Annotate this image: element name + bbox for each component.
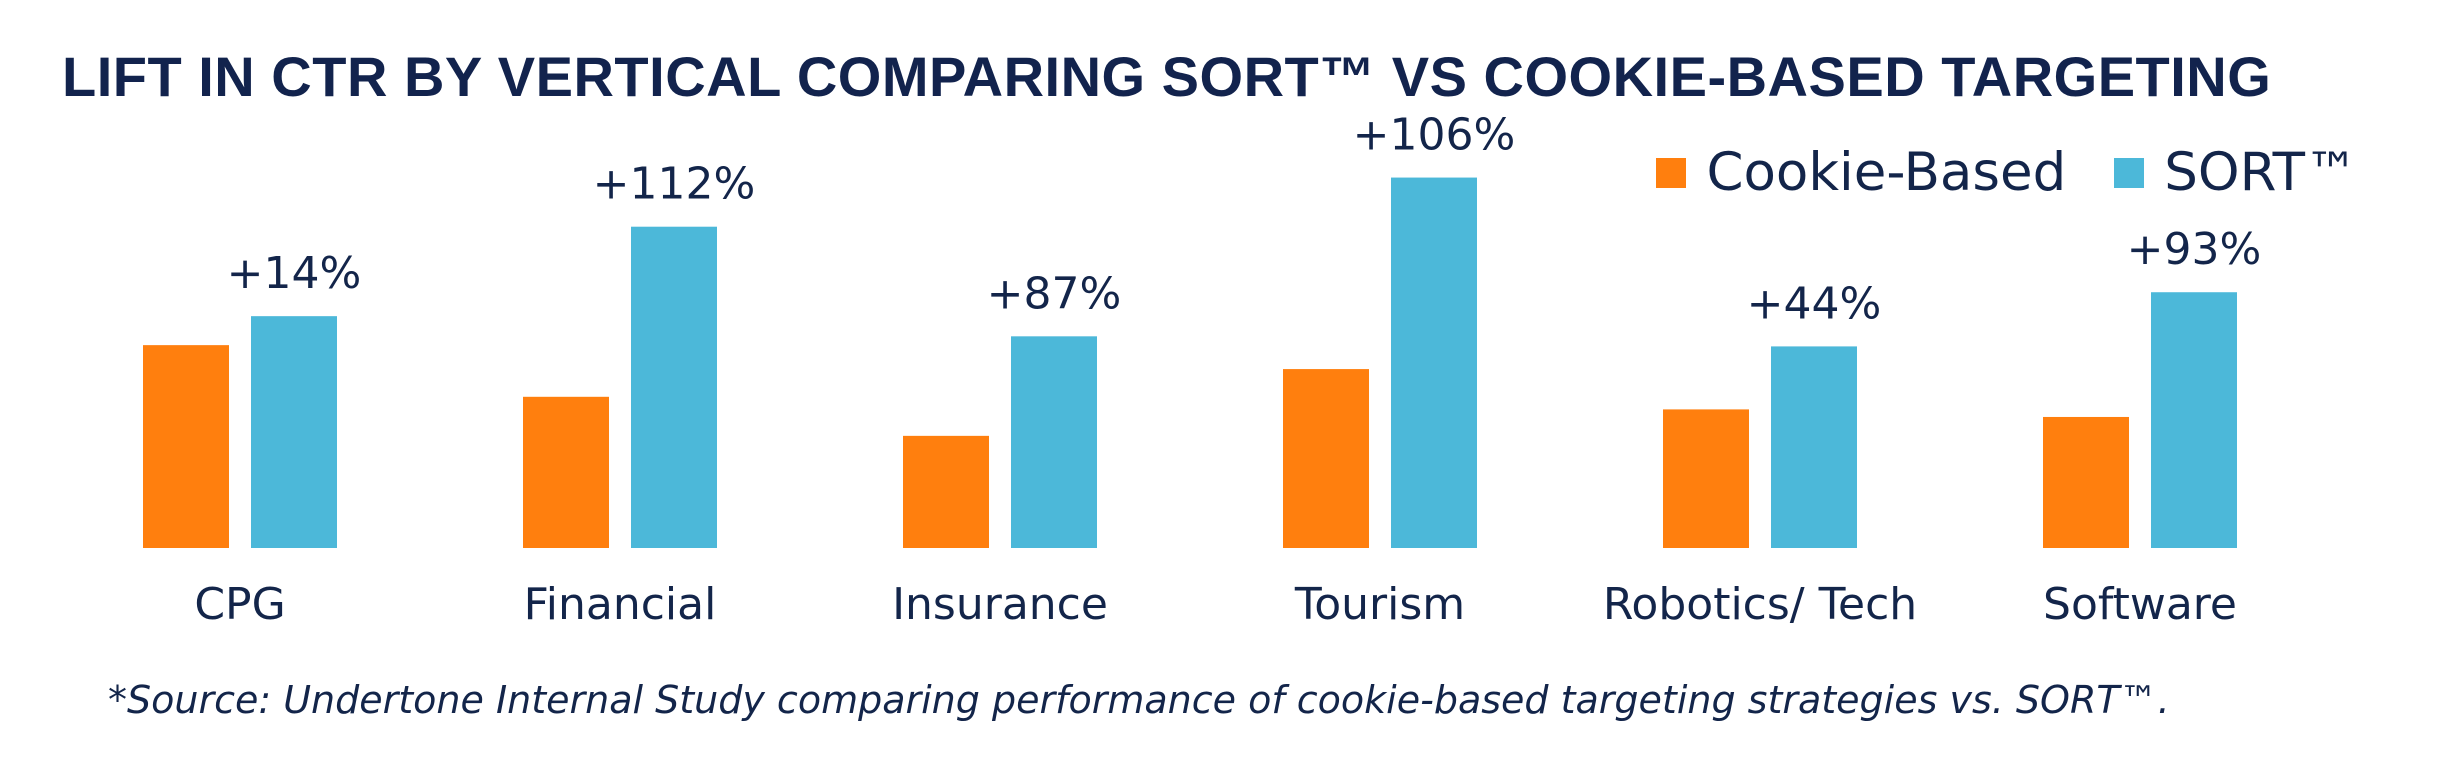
lift-label-software: +93% bbox=[2127, 224, 2262, 275]
category-label-robotics-tech: Robotics/ Tech bbox=[1603, 579, 1917, 630]
bar-sort-financial bbox=[631, 226, 717, 548]
category-label-cpg: CPG bbox=[194, 579, 285, 630]
category-label-software: Software bbox=[2043, 579, 2237, 630]
legend-label-cookie-based: Cookie-Based bbox=[1706, 142, 2067, 203]
bar-sort-cpg bbox=[251, 316, 337, 548]
bar-sort-insurance bbox=[1011, 336, 1097, 548]
lift-label-financial: +112% bbox=[593, 159, 756, 210]
chart-title: LIFT IN CTR BY VERTICAL COMPARING SORT™ … bbox=[62, 45, 2272, 108]
bar-sort-robotics-tech bbox=[1771, 346, 1857, 548]
bar-cookie-based-tourism bbox=[1283, 369, 1369, 548]
bar-cookie-based-insurance bbox=[903, 435, 989, 548]
legend-label-sort: SORT™ bbox=[2164, 142, 2358, 203]
bar-sort-tourism bbox=[1391, 177, 1477, 548]
legend-swatch-cookie-based bbox=[1656, 157, 1687, 188]
bar-cookie-based-software bbox=[2043, 416, 2129, 548]
bar-cookie-based-financial bbox=[523, 396, 609, 548]
lift-label-robotics-tech: +44% bbox=[1747, 278, 1882, 329]
legend-swatch-sort bbox=[2114, 157, 2145, 188]
lift-label-tourism: +106% bbox=[1353, 110, 1516, 161]
legend: Cookie-Based SORT™ bbox=[1656, 142, 2358, 203]
category-label-insurance: Insurance bbox=[892, 579, 1108, 630]
bar-sort-software bbox=[2151, 292, 2237, 548]
legend-item-sort: SORT™ bbox=[2114, 142, 2358, 203]
bar-cookie-based-robotics-tech bbox=[1663, 409, 1749, 548]
source-footnote: *Source: Undertone Internal Study compar… bbox=[108, 678, 2170, 722]
category-label-tourism: Tourism bbox=[1294, 579, 1465, 630]
lift-label-insurance: +87% bbox=[987, 268, 1122, 319]
category-label-financial: Financial bbox=[524, 579, 717, 630]
lift-label-cpg: +14% bbox=[227, 248, 362, 299]
bar-cookie-based-cpg bbox=[143, 345, 229, 548]
legend-item-cookie-based: Cookie-Based bbox=[1656, 142, 2066, 203]
